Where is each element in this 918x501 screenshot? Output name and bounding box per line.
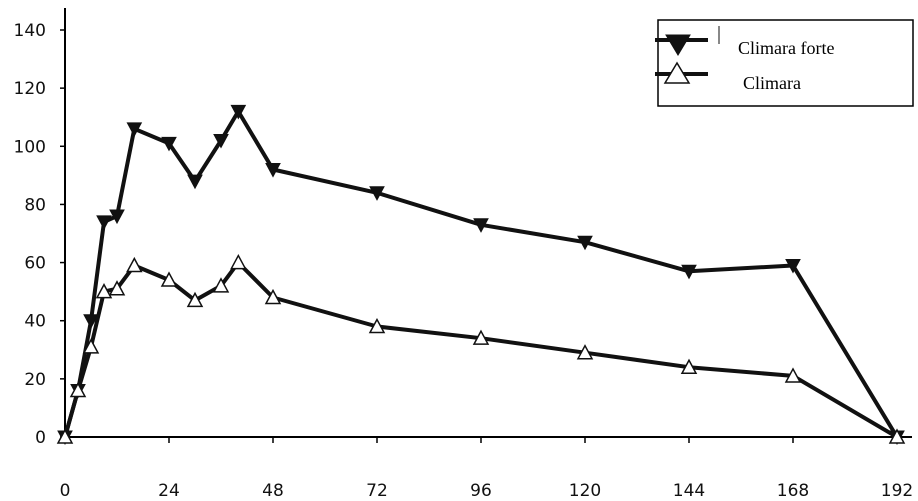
x-tick-label: 0 <box>60 481 71 501</box>
data-point-marker <box>368 317 386 334</box>
series-1 <box>56 253 906 444</box>
x-tick-label: 72 <box>366 481 388 501</box>
x-tick-label: 96 <box>470 481 492 501</box>
data-point-marker <box>83 314 99 329</box>
data-point-marker <box>126 122 143 137</box>
y-tick-label: 80 <box>24 195 46 215</box>
y-tick-label: 20 <box>24 370 46 390</box>
data-point-marker <box>126 256 143 273</box>
data-point-marker <box>680 358 698 374</box>
y-tick-label: 120 <box>14 79 46 99</box>
series-0 <box>57 104 905 446</box>
data-point-marker <box>230 253 247 270</box>
data-point-marker <box>69 381 87 398</box>
legend-marker-0 <box>665 34 691 56</box>
y-tick-label: 60 <box>24 254 46 274</box>
data-point-marker <box>95 283 113 299</box>
x-tick-label: 168 <box>777 481 809 501</box>
data-point-marker <box>108 280 126 296</box>
data-point-marker <box>82 338 100 354</box>
axes <box>64 8 912 438</box>
legend-marker-1 <box>663 61 691 84</box>
x-tick-label: 144 <box>673 481 705 501</box>
x-tick-label: 24 <box>158 481 180 501</box>
data-point-marker <box>212 277 230 293</box>
data-point-marker <box>187 174 203 190</box>
data-point-marker <box>230 104 247 120</box>
y-tick-label: 40 <box>24 312 46 332</box>
data-point-marker <box>369 186 385 201</box>
data-point-marker <box>576 344 594 360</box>
data-point-marker <box>681 264 697 280</box>
legend-label-0: Climara forte <box>738 38 834 58</box>
x-tick-label: 48 <box>262 481 284 501</box>
legend-label-1: Climara <box>743 73 801 93</box>
data-point-marker <box>577 235 593 251</box>
data-point-marker <box>160 271 178 287</box>
data-point-marker <box>472 329 490 345</box>
legend: Climara forte Climara <box>655 19 914 107</box>
x-tick-label: 120 <box>569 481 601 501</box>
data-point-marker <box>888 428 906 444</box>
y-tick-label: 140 <box>14 21 46 41</box>
data-point-marker <box>785 258 801 274</box>
chart-series <box>56 104 906 446</box>
axis-ticks: 0 24 48 72 96 120 144 168 192 0 20 40 60 80 100 120 140 <box>14 21 914 501</box>
legend-box <box>657 19 914 107</box>
data-point-marker <box>213 133 229 149</box>
data-point-marker <box>473 218 489 233</box>
data-point-marker <box>186 291 204 308</box>
data-point-marker <box>265 163 281 178</box>
x-tick-label: 192 <box>881 481 913 501</box>
series-line-0 <box>63 109 899 439</box>
data-point-marker <box>161 136 177 152</box>
y-tick-label: 100 <box>14 137 46 157</box>
data-point-marker <box>96 215 112 230</box>
series-line-1 <box>63 260 899 439</box>
y-tick-label: 0 <box>35 428 46 448</box>
data-point-marker <box>784 367 802 383</box>
data-point-marker <box>56 428 74 444</box>
data-point-marker <box>264 288 282 305</box>
data-point-marker <box>109 209 125 225</box>
